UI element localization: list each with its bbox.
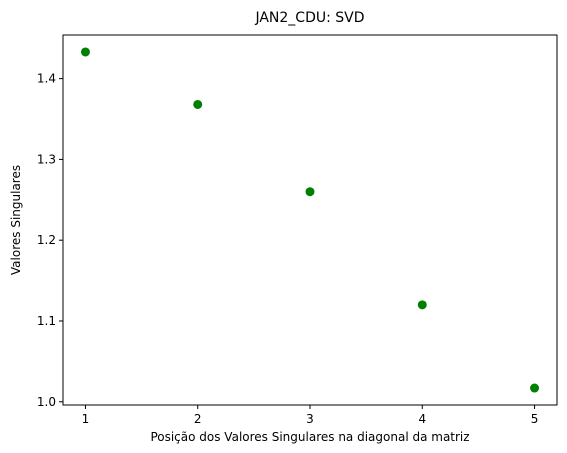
x-axis: 1 2 3 4 5	[82, 405, 539, 426]
x-tick-label: 3	[306, 412, 314, 426]
y-axis-label: Valores Singulares	[9, 165, 23, 275]
data-point-3	[305, 187, 315, 197]
y-tick-label: 1.2	[37, 233, 56, 247]
data-point-4	[417, 300, 427, 310]
plot-area-frame	[62, 34, 558, 406]
x-tick-label: 1	[82, 412, 90, 426]
data-points	[80, 47, 540, 393]
y-axis: 1.0 1.1 1.2 1.3 1.4	[37, 72, 63, 409]
data-point-1	[80, 47, 90, 57]
y-tick-label: 1.1	[37, 314, 56, 328]
y-tick-label: 1.0	[37, 395, 56, 409]
y-tick-label: 1.4	[37, 72, 56, 86]
x-tick-label: 4	[418, 412, 426, 426]
x-tick-label: 2	[194, 412, 202, 426]
x-axis-label: Posição dos Valores Singulares na diagon…	[150, 430, 469, 444]
chart-title: JAN2_CDU: SVD	[254, 10, 364, 26]
x-tick-label: 5	[531, 412, 539, 426]
data-point-5	[530, 383, 540, 393]
y-tick-label: 1.3	[37, 152, 56, 166]
data-point-2	[193, 99, 203, 109]
